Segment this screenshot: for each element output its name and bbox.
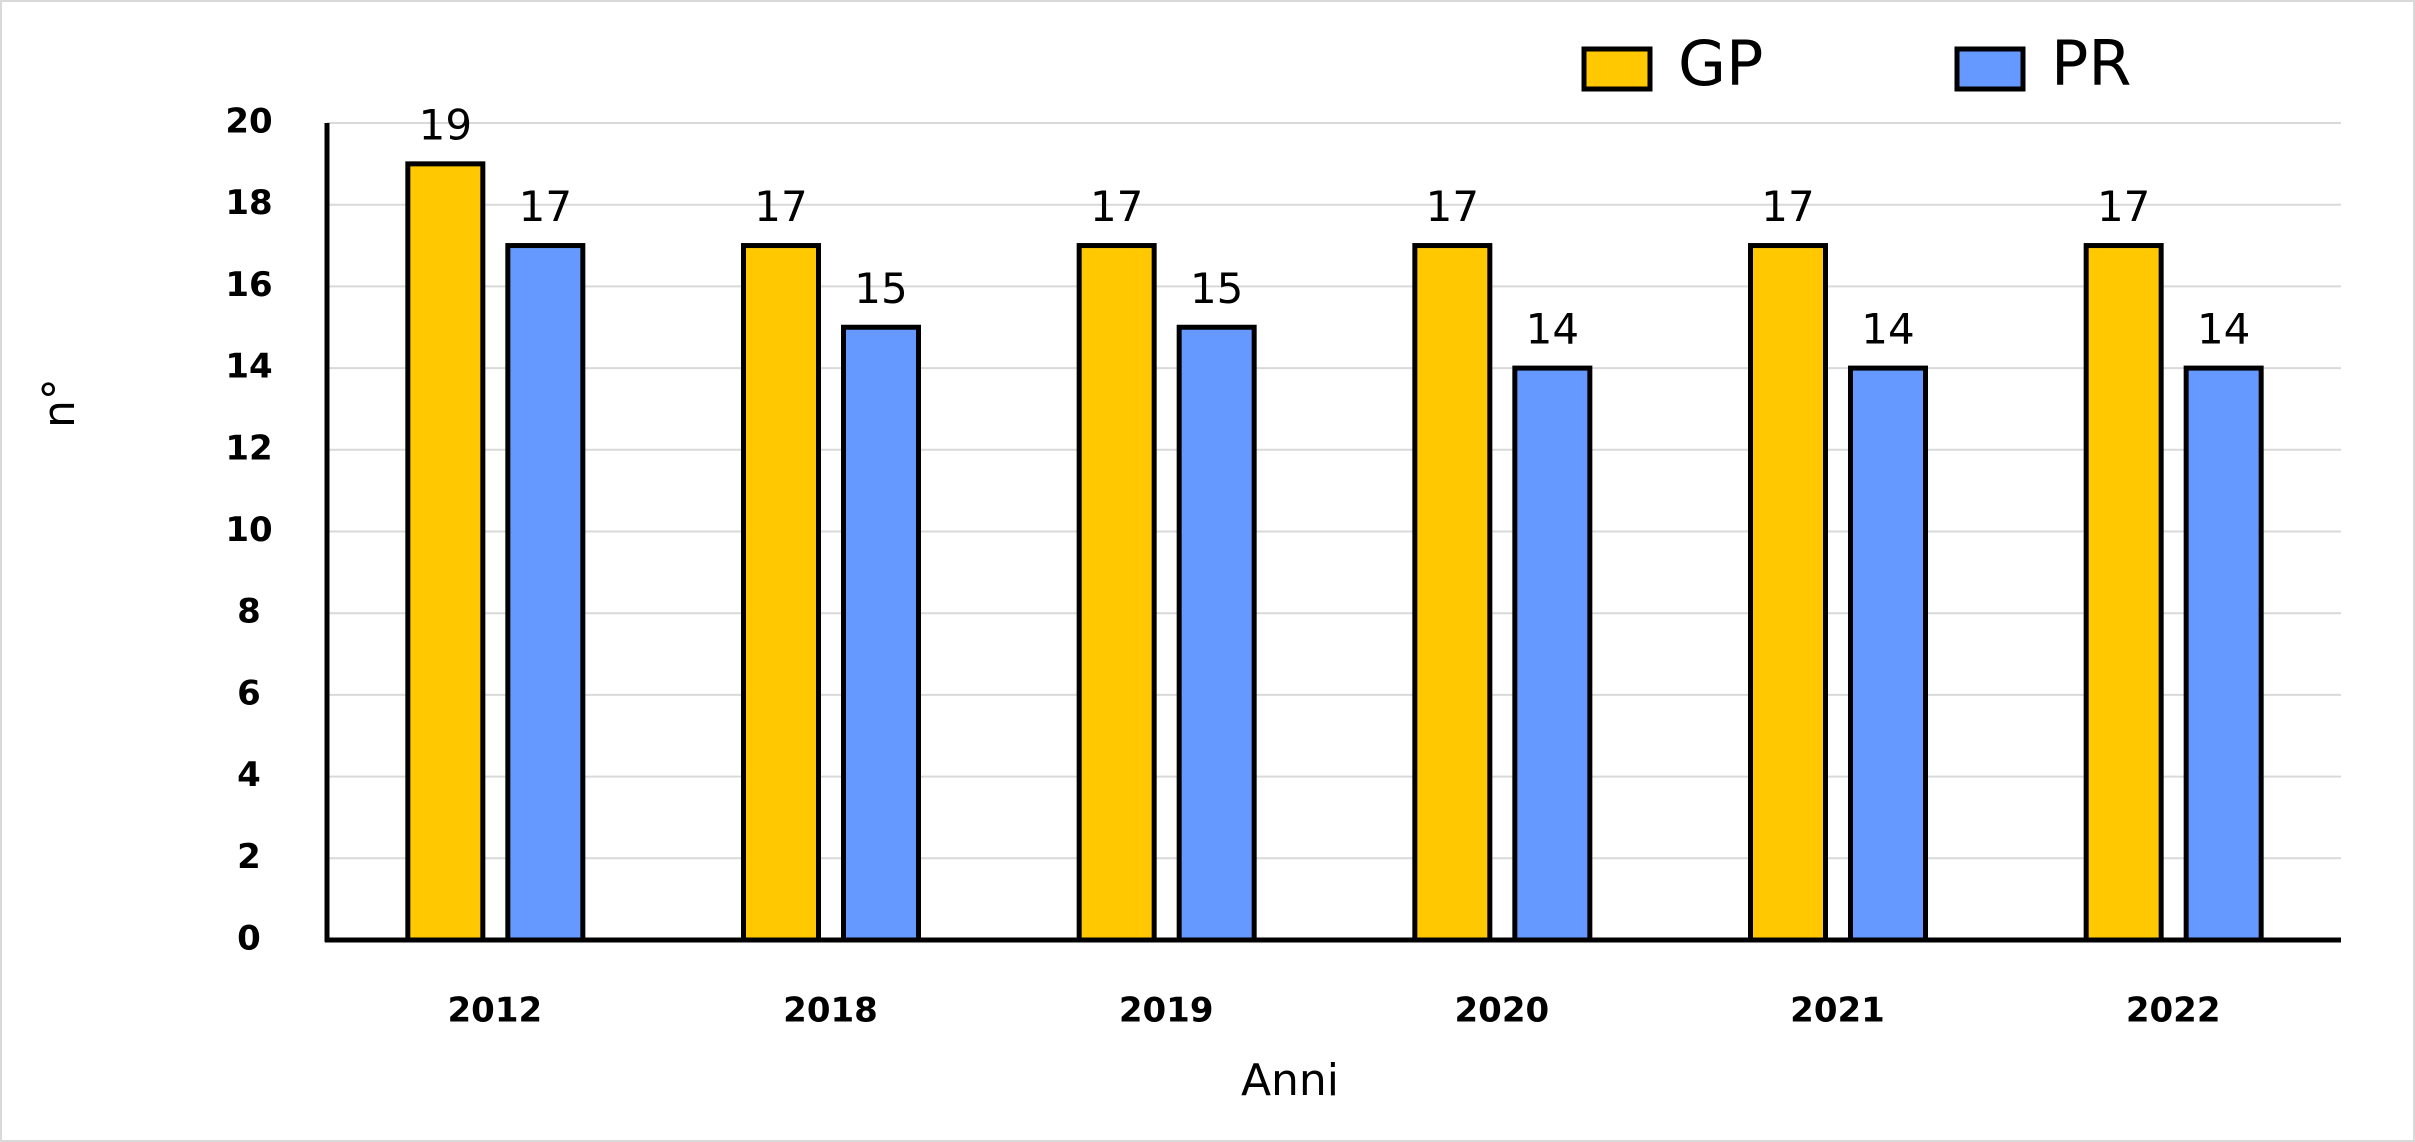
y-tick-label: 12 <box>225 428 272 468</box>
value-label: 14 <box>1526 305 1579 354</box>
legend-label: GP <box>1678 27 1763 100</box>
bar <box>505 243 586 943</box>
bar <box>741 243 821 943</box>
legend-swatch <box>1954 46 2026 92</box>
value-label: 17 <box>519 182 572 231</box>
bar <box>1748 243 1828 943</box>
value-label: 17 <box>2097 182 2150 231</box>
bar <box>1076 243 1157 943</box>
value-label: 14 <box>1861 305 1914 354</box>
y-axis-title: n° <box>34 378 85 428</box>
y-tick-label: 14 <box>225 347 272 387</box>
value-label: 14 <box>2197 305 2250 354</box>
y-tick-label: 20 <box>225 102 272 142</box>
bar <box>2083 243 2164 943</box>
value-label: 17 <box>1090 182 1143 231</box>
y-tick-label: 18 <box>225 183 272 223</box>
bar <box>841 324 921 943</box>
x-tick-label: 2022 <box>2126 991 2221 1031</box>
x-tick-label: 2012 <box>448 991 543 1031</box>
x-tick-label: 2018 <box>783 991 878 1031</box>
value-label: 15 <box>1190 264 1243 313</box>
value-label: 19 <box>419 100 472 149</box>
x-tick-label: 2019 <box>1119 991 1214 1031</box>
bar <box>1176 324 1257 943</box>
y-tick-label: 2 <box>237 837 261 877</box>
bar <box>405 161 486 943</box>
x-tick-label: 2020 <box>1455 991 1550 1031</box>
value-label: 17 <box>1761 182 1814 231</box>
bar <box>2183 365 2264 943</box>
x-tick-label: 2021 <box>1790 991 1885 1031</box>
y-tick-label: 4 <box>237 755 261 795</box>
bar <box>1848 365 1928 943</box>
y-tick-label: 8 <box>237 592 261 632</box>
value-label: 15 <box>854 264 907 313</box>
x-axis-title: Anni <box>1241 1055 1339 1106</box>
y-tick-label: 16 <box>225 265 272 305</box>
bar <box>1512 365 1593 943</box>
y-tick-label: 10 <box>225 510 272 550</box>
legend-swatch <box>1581 46 1653 92</box>
value-label: 17 <box>1426 182 1479 231</box>
legend-label: PR <box>2051 27 2131 100</box>
bar <box>1412 243 1493 943</box>
y-tick-label: 6 <box>237 673 261 713</box>
y-tick-label: 0 <box>237 919 261 959</box>
value-label: 17 <box>754 182 807 231</box>
